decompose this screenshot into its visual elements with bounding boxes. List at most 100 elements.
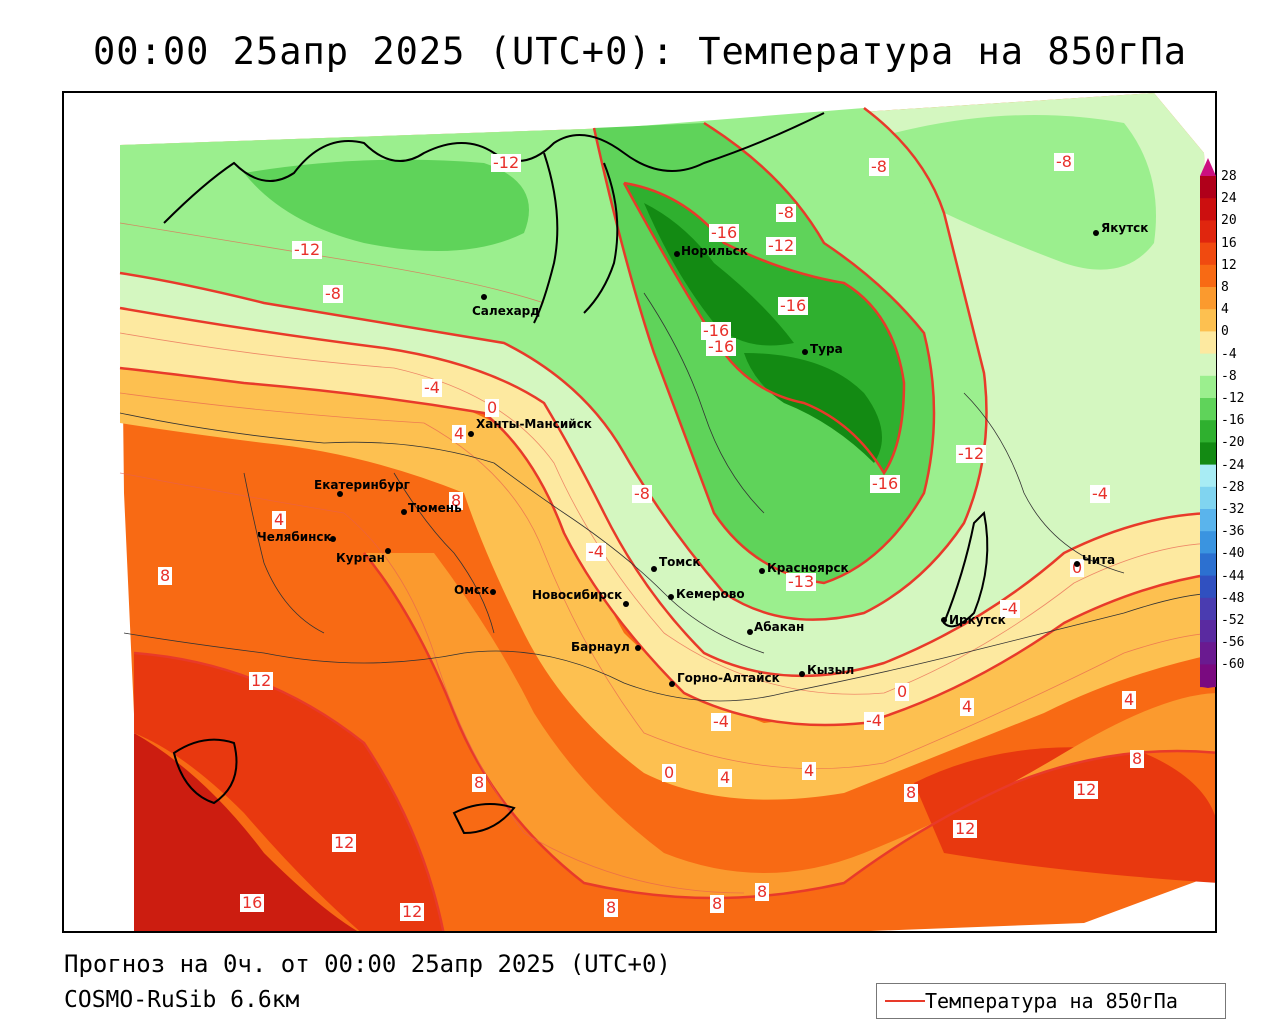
city-label: Тюмень	[408, 501, 462, 515]
iso-label: 16	[240, 893, 265, 912]
iso-label: -16	[870, 474, 901, 493]
iso-label: -13	[786, 572, 817, 591]
iso-label: 4	[960, 697, 975, 716]
ob-gulf	[533, 152, 559, 324]
iso-label: 8	[472, 773, 487, 792]
iso-label: 12	[332, 833, 357, 852]
iso-label: -4	[1000, 599, 1020, 618]
colorbar-segment	[1200, 220, 1216, 244]
balkhash	[452, 803, 516, 835]
city-label: Горно-Алтайск	[677, 671, 780, 685]
city-label: Кызыл	[807, 663, 855, 677]
colorbar-top-arrow	[1200, 158, 1216, 176]
colorbar-tick-label: -52	[1221, 613, 1245, 628]
city-label: Новосибирск	[532, 588, 623, 602]
iso-label: 8	[1130, 749, 1145, 768]
colorbar-segment	[1200, 442, 1216, 466]
colorbar-segment	[1200, 620, 1216, 643]
city-label: Омск	[454, 583, 490, 597]
iso-label: -8	[632, 484, 652, 503]
colorbar-segment	[1200, 664, 1216, 688]
colorbar-tick-label: -20	[1221, 435, 1245, 451]
zone-minus12	[244, 159, 529, 251]
colorbar-segment	[1200, 531, 1216, 554]
iso-label: 8	[604, 898, 619, 917]
city-label: Ханты-Мансийск	[476, 417, 592, 431]
iso-label: -16	[778, 296, 809, 315]
colorbar-segment	[1200, 353, 1216, 377]
city-marker	[1074, 561, 1080, 567]
colorbar-tick-label: -28	[1221, 479, 1245, 495]
colorbar-segment	[1200, 375, 1216, 399]
colorbar-segment	[1200, 420, 1216, 443]
iso-label: 4	[452, 424, 467, 443]
colorbar-segment	[1200, 198, 1216, 221]
colorbar-tick-label: -32	[1221, 502, 1245, 517]
isotherm-minus8	[119, 107, 988, 621]
colorbar-tick-label: 0	[1221, 324, 1229, 340]
colorbar-tick-label: -60	[1221, 657, 1245, 673]
iso-label: 4	[718, 768, 733, 787]
colorbar-bottom-arrow	[1200, 686, 1216, 688]
colorbar-segment	[1200, 642, 1216, 665]
iso-label: 0	[1070, 558, 1085, 577]
baikal	[942, 510, 989, 628]
city-label: Томск	[659, 555, 701, 569]
isotherm-12	[133, 651, 445, 931]
colorbar-segment	[1200, 264, 1216, 288]
city-label: Якутск	[1101, 221, 1149, 235]
iso-label: 8	[755, 882, 770, 901]
iso-label: -12	[292, 240, 323, 259]
zone-16	[134, 733, 358, 931]
iso-label: 0	[485, 398, 500, 417]
zone-8	[364, 553, 1215, 898]
colorbar-tick-label: -4	[1221, 346, 1237, 362]
temperature-field	[119, 93, 1215, 931]
iso-label: 4	[802, 761, 817, 780]
city-marker	[337, 491, 343, 497]
colorbar-tick-label: -24	[1221, 457, 1245, 473]
zone-12-sw	[134, 653, 444, 931]
map-title: 00:00 25апр 2025 (UTC+0): Температура на…	[93, 30, 1187, 73]
colorbar-segment	[1200, 331, 1216, 355]
region-borders	[119, 292, 1215, 702]
color-scale-bar	[1200, 158, 1216, 688]
city-marker	[802, 349, 808, 355]
city-marker	[668, 594, 674, 600]
colorbar-tick-label: -16	[1221, 413, 1245, 429]
forecast-info: Прогноз на 0ч. от 00:00 25апр 2025 (UTC+…	[64, 950, 671, 978]
zone-12-se	[914, 747, 1215, 883]
iso-label: -8	[776, 203, 796, 222]
colorbar-segment	[1200, 553, 1216, 577]
city-marker	[759, 568, 765, 574]
city-marker	[651, 566, 657, 572]
colorbar-segment	[1200, 509, 1216, 532]
aral-sea	[172, 738, 238, 805]
city-marker	[481, 294, 487, 300]
city-label: Челябинск	[257, 530, 332, 544]
zone-0	[120, 308, 1215, 725]
colorbar-tick-label: -44	[1221, 568, 1245, 584]
colorbar-tick-label: 24	[1221, 191, 1237, 207]
iso-label: 4	[1122, 690, 1137, 709]
city-marker	[669, 681, 675, 687]
colorbar-segment	[1200, 287, 1216, 310]
colorbar-segment	[1200, 464, 1216, 488]
city-label: Тура	[810, 342, 843, 356]
city-marker	[385, 548, 391, 554]
iso-label: 0	[662, 763, 677, 782]
city-label: Норильск	[681, 244, 748, 258]
coastlines	[163, 112, 989, 835]
iso-label: 8	[158, 566, 173, 585]
colorbar-segment	[1200, 176, 1216, 199]
iso-label: 8	[710, 894, 725, 913]
iso-label: 12	[249, 671, 274, 690]
iso-label: -4	[422, 378, 442, 397]
city-label: Барнаул	[571, 640, 630, 654]
legend-line-swatch	[885, 1000, 925, 1002]
city-label: Абакан	[754, 620, 805, 634]
iso-label: -4	[586, 542, 606, 561]
city-marker	[941, 617, 947, 623]
colorbar-segment	[1200, 597, 1216, 621]
isotherm-0	[119, 306, 1215, 678]
